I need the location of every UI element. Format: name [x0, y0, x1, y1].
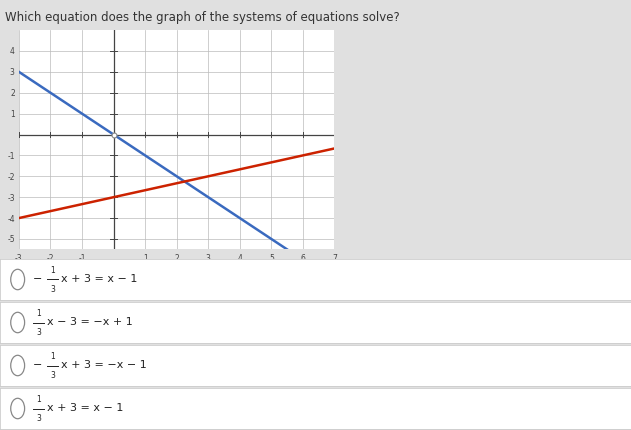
Text: x + 3 = x − 1: x + 3 = x − 1 — [47, 402, 123, 413]
Text: −: − — [33, 359, 42, 370]
Text: Which equation does the graph of the systems of equations solve?: Which equation does the graph of the sys… — [5, 11, 400, 24]
Text: 3: 3 — [36, 414, 41, 423]
Text: −: − — [33, 273, 42, 284]
Text: x + 3 = x − 1: x + 3 = x − 1 — [61, 273, 137, 284]
Text: 3: 3 — [50, 371, 55, 380]
Text: 3: 3 — [50, 285, 55, 294]
Text: 1: 1 — [36, 309, 41, 318]
Text: x + 3 = −x − 1: x + 3 = −x − 1 — [61, 359, 146, 370]
Text: 1: 1 — [36, 395, 41, 404]
Text: 1: 1 — [50, 352, 55, 361]
Text: 3: 3 — [36, 328, 41, 337]
Text: 1: 1 — [50, 266, 55, 275]
Text: x − 3 = −x + 1: x − 3 = −x + 1 — [47, 316, 133, 327]
